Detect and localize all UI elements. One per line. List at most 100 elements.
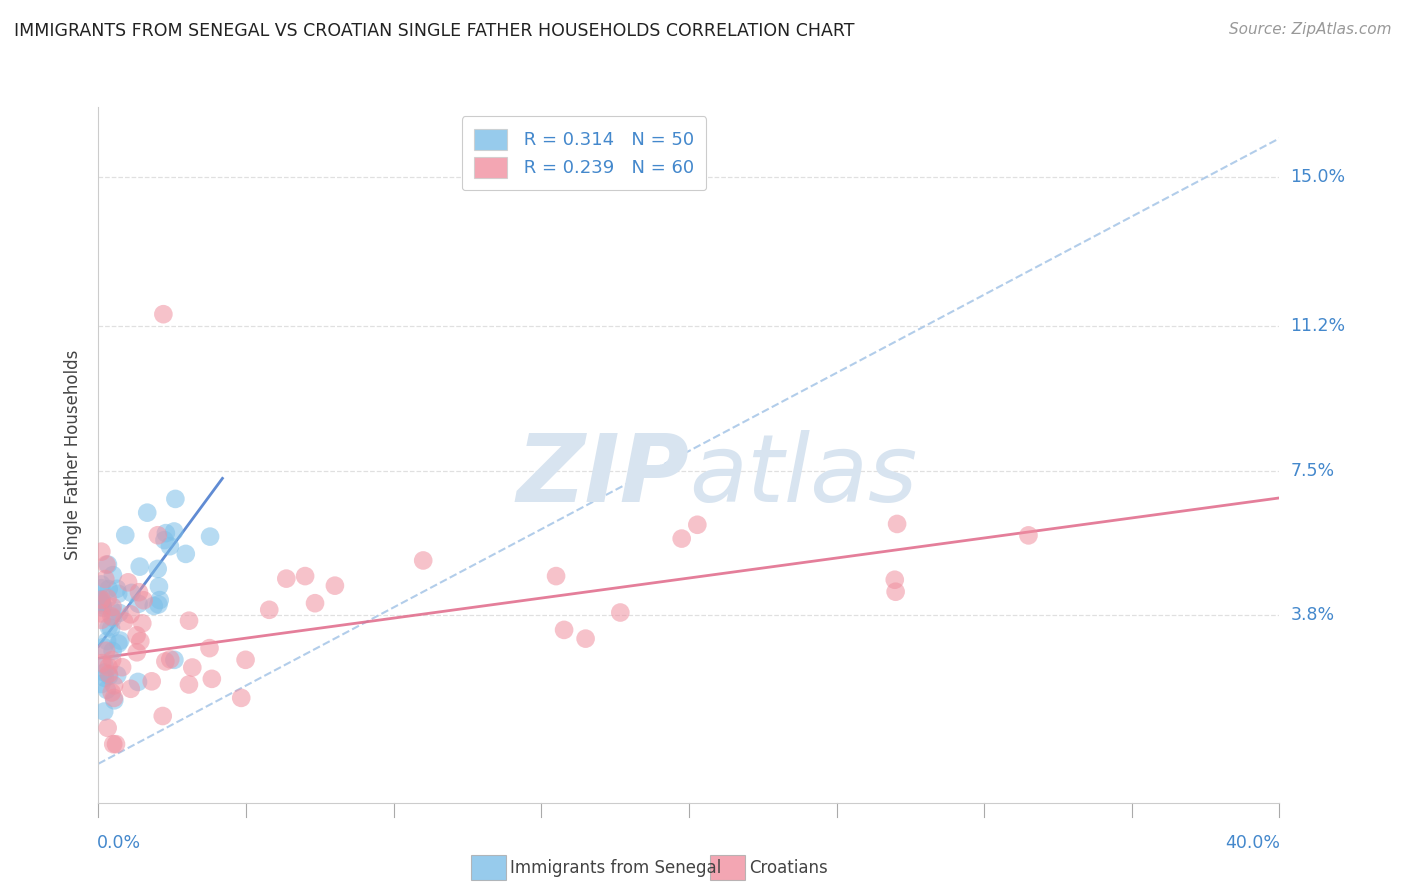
- Point: [177, 677, 200, 691]
- Point: [128, 559, 150, 574]
- Point: [105, 737, 128, 751]
- Point: [103, 693, 125, 707]
- Point: [98, 669, 121, 683]
- Point: [129, 634, 152, 648]
- Text: 40.0%: 40.0%: [1226, 834, 1281, 852]
- Point: [103, 737, 125, 751]
- Point: [884, 584, 907, 599]
- Point: [94, 572, 117, 586]
- Point: [181, 660, 204, 674]
- Point: [148, 579, 170, 593]
- Point: [153, 533, 176, 547]
- Point: [103, 678, 125, 692]
- Point: [101, 644, 124, 658]
- Point: [609, 606, 631, 620]
- Point: [111, 660, 134, 674]
- Point: [121, 586, 143, 600]
- Point: [177, 614, 200, 628]
- Point: [96, 682, 118, 697]
- Point: [131, 616, 153, 631]
- Point: [276, 572, 298, 586]
- Point: [91, 599, 114, 613]
- Point: [120, 607, 142, 622]
- Point: [155, 526, 177, 541]
- Point: [107, 587, 129, 601]
- Text: Source: ZipAtlas.com: Source: ZipAtlas.com: [1229, 22, 1392, 37]
- Point: [883, 573, 905, 587]
- Point: [101, 568, 124, 582]
- Legend:  R = 0.314   N = 50,  R = 0.239   N = 60: R = 0.314 N = 50, R = 0.239 N = 60: [461, 116, 706, 190]
- Point: [93, 658, 115, 673]
- Text: 3.8%: 3.8%: [1291, 607, 1334, 624]
- Text: 15.0%: 15.0%: [1291, 169, 1346, 186]
- Point: [544, 569, 567, 583]
- Point: [90, 677, 112, 691]
- Point: [90, 607, 112, 621]
- Point: [101, 599, 124, 614]
- Point: [294, 569, 316, 583]
- Point: [165, 491, 187, 506]
- Point: [90, 596, 112, 610]
- Point: [93, 640, 115, 654]
- Point: [155, 654, 177, 668]
- Point: [101, 604, 124, 618]
- Point: [159, 539, 181, 553]
- Point: [120, 681, 142, 696]
- Text: IMMIGRANTS FROM SENEGAL VS CROATIAN SINGLE FATHER HOUSEHOLDS CORRELATION CHART: IMMIGRANTS FROM SENEGAL VS CROATIAN SING…: [14, 22, 855, 40]
- Point: [101, 611, 124, 625]
- Text: 0.0%: 0.0%: [97, 834, 142, 852]
- Point: [90, 592, 112, 607]
- Point: [127, 674, 149, 689]
- Point: [235, 653, 257, 667]
- Point: [125, 628, 148, 642]
- Point: [91, 656, 114, 670]
- Point: [96, 634, 118, 648]
- Point: [132, 593, 155, 607]
- Point: [97, 721, 120, 735]
- Point: [304, 596, 326, 610]
- Point: [97, 660, 120, 674]
- Point: [146, 562, 169, 576]
- Point: [671, 532, 693, 546]
- Point: [105, 582, 128, 596]
- Text: atlas: atlas: [689, 430, 917, 521]
- Point: [163, 524, 186, 539]
- Point: [96, 558, 118, 572]
- Point: [108, 606, 131, 620]
- Point: [100, 622, 122, 636]
- Point: [97, 582, 120, 596]
- Text: Croatians: Croatians: [749, 859, 828, 877]
- Point: [553, 623, 575, 637]
- Point: [101, 653, 124, 667]
- Point: [97, 666, 120, 681]
- Point: [105, 668, 128, 682]
- Point: [94, 644, 117, 658]
- Y-axis label: Single Father Households: Single Father Households: [65, 350, 83, 560]
- Point: [110, 633, 132, 648]
- Point: [107, 636, 129, 650]
- Point: [574, 632, 596, 646]
- Text: 7.5%: 7.5%: [1291, 461, 1334, 480]
- Point: [148, 598, 170, 612]
- Point: [136, 506, 159, 520]
- Point: [90, 613, 112, 627]
- Point: [1017, 528, 1039, 542]
- Point: [686, 517, 709, 532]
- Point: [198, 530, 221, 544]
- Point: [90, 592, 112, 607]
- Point: [97, 591, 120, 606]
- Point: [114, 528, 136, 542]
- Point: [100, 685, 122, 699]
- Point: [93, 705, 115, 719]
- Point: [152, 709, 174, 723]
- Point: [128, 597, 150, 611]
- Text: ZIP: ZIP: [516, 430, 689, 522]
- Point: [412, 553, 434, 567]
- Text: 11.2%: 11.2%: [1291, 317, 1346, 334]
- Point: [231, 690, 253, 705]
- Text: Immigrants from Senegal: Immigrants from Senegal: [510, 859, 721, 877]
- Point: [103, 690, 125, 705]
- Point: [112, 615, 135, 629]
- Point: [163, 653, 186, 667]
- Point: [125, 645, 148, 659]
